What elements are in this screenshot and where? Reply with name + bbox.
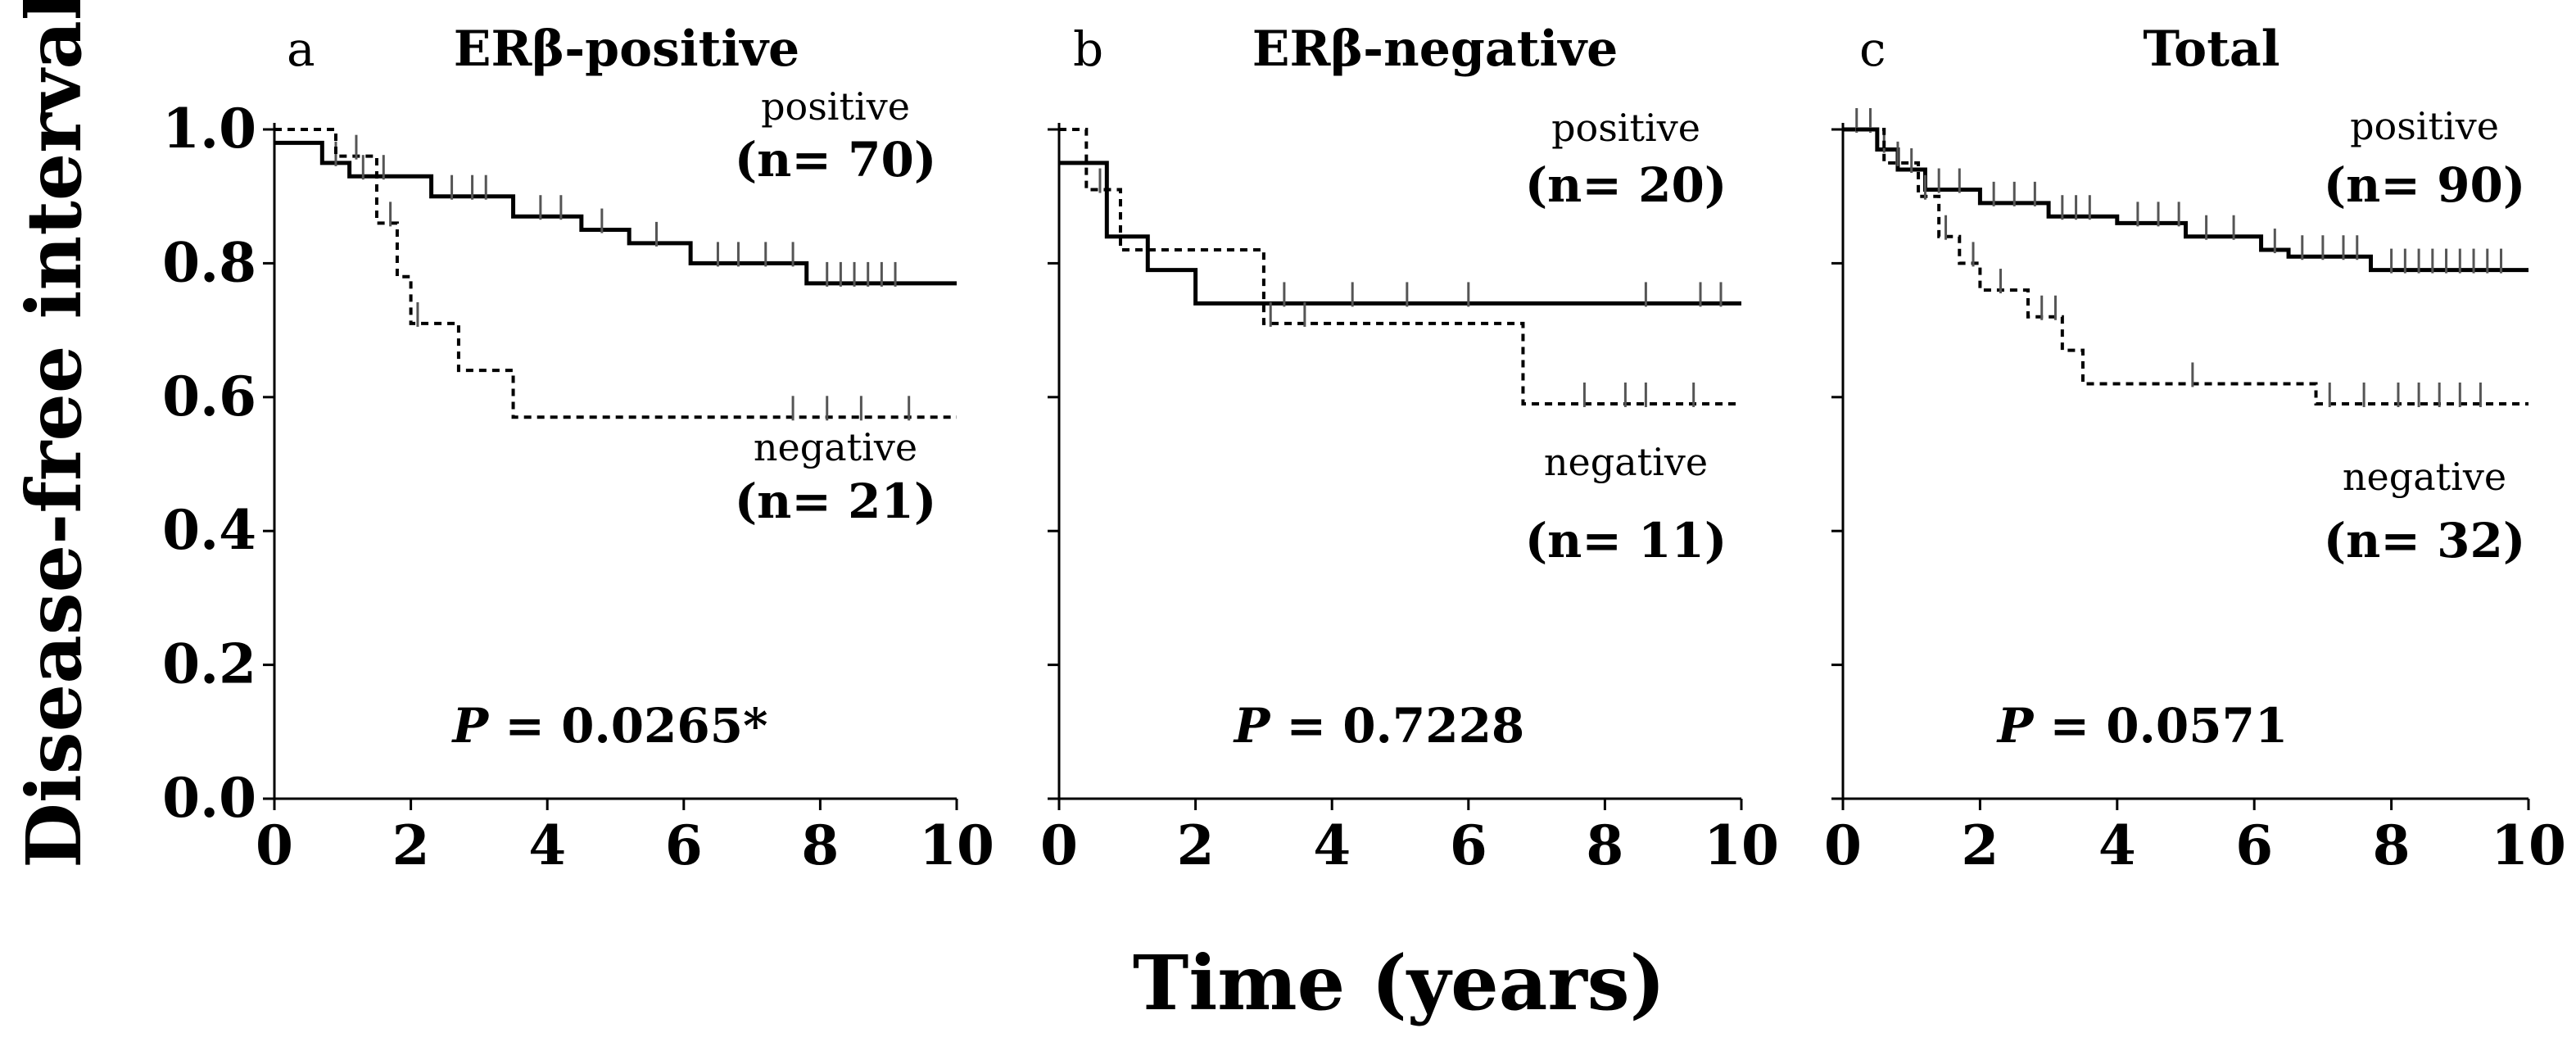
x-tick-label: 2 (1177, 813, 1215, 877)
p-symbol: P (451, 698, 490, 754)
x-tick-label: 0 (1824, 813, 1862, 877)
series-label-positive: positive (761, 84, 910, 129)
x-tick-label: 10 (919, 813, 994, 877)
panel-title: ERβ-negative (1252, 20, 1618, 78)
km-curve-negative (274, 128, 957, 419)
x-tick-label: 8 (1586, 813, 1623, 877)
km-curve-negative (1059, 128, 1741, 405)
series-label-positive: positive (1551, 106, 1700, 150)
x-tick-label: 4 (1313, 813, 1351, 877)
y-tick-label: 0.4 (162, 498, 256, 562)
n-label-negative: (n= 21) (735, 473, 937, 529)
y-tick-label: 0.6 (162, 365, 256, 428)
n-label-negative: (n= 11) (1525, 513, 1727, 569)
km-curve-positive (1059, 161, 1741, 306)
panel-letter: b (1073, 21, 1103, 77)
p-value-text: = 0.7228 (1270, 698, 1524, 754)
p-value: P = 0.0571 (1996, 698, 2289, 754)
p-value: P = 0.7228 (1233, 698, 1525, 754)
y-tick-label: 0.0 (162, 766, 256, 830)
series-label-negative: negative (1544, 440, 1708, 484)
panel-a: 0.0 0.2 0.4 0.6 0.8 1.0 0 2 4 6 8 10 a ERβ-positive po… (162, 20, 994, 877)
x-tick-label: 4 (2098, 813, 2136, 877)
x-tick-label: 0 (1040, 813, 1078, 877)
y-axis-title: Disease-free interval (10, 0, 98, 868)
p-value-text: = 0.0265* (488, 698, 767, 754)
y-tick-label: 1.0 (162, 97, 256, 161)
x-tick-label: 6 (665, 813, 703, 877)
panel-title: Total (2143, 20, 2279, 78)
panel-b: 0 2 4 6 8 10 b ERβ-negative positive (n= 20) negat… (1040, 20, 1779, 877)
p-value: P = 0.0265* (451, 698, 768, 754)
y-tick-label: 0.2 (162, 632, 256, 696)
n-label-negative: (n= 32) (2324, 513, 2526, 569)
series-label-positive: positive (2350, 104, 2499, 148)
p-symbol: P (1996, 698, 2035, 754)
n-label-positive: (n= 70) (735, 132, 937, 188)
series-label-negative: negative (2343, 455, 2506, 499)
x-tick-label: 10 (1704, 813, 1779, 877)
x-tick-label: 8 (801, 813, 839, 877)
x-tick-label: 6 (1450, 813, 1487, 877)
x-tick-label: 2 (392, 813, 430, 877)
km-curve-positive (274, 140, 957, 286)
series-label-negative: negative (754, 425, 917, 469)
panel-title: ERβ-positive (454, 20, 799, 78)
panel-letter: c (1859, 21, 1886, 77)
n-label-positive: (n= 20) (1525, 157, 1727, 213)
n-label-positive: (n= 90) (2324, 157, 2526, 213)
x-tick-label: 8 (2373, 813, 2411, 877)
km-curve-negative (1843, 128, 2528, 405)
p-value-text: = 0.0571 (2033, 698, 2288, 754)
x-tick-label: 2 (1961, 813, 1999, 877)
y-tick-label: 0.8 (162, 230, 256, 294)
p-symbol: P (1233, 698, 1271, 754)
panel-letter: a (287, 21, 315, 77)
x-tick-label: 6 (2235, 813, 2273, 877)
x-tick-label: 0 (256, 813, 293, 877)
x-tick-label: 10 (2491, 813, 2566, 877)
panel-c: 0 2 4 6 8 10 c Total positive (n= 90) negative (n= … (1824, 20, 2566, 877)
x-tick-label: 4 (528, 813, 566, 877)
x-axis-title: Time (years) (1133, 939, 1665, 1027)
